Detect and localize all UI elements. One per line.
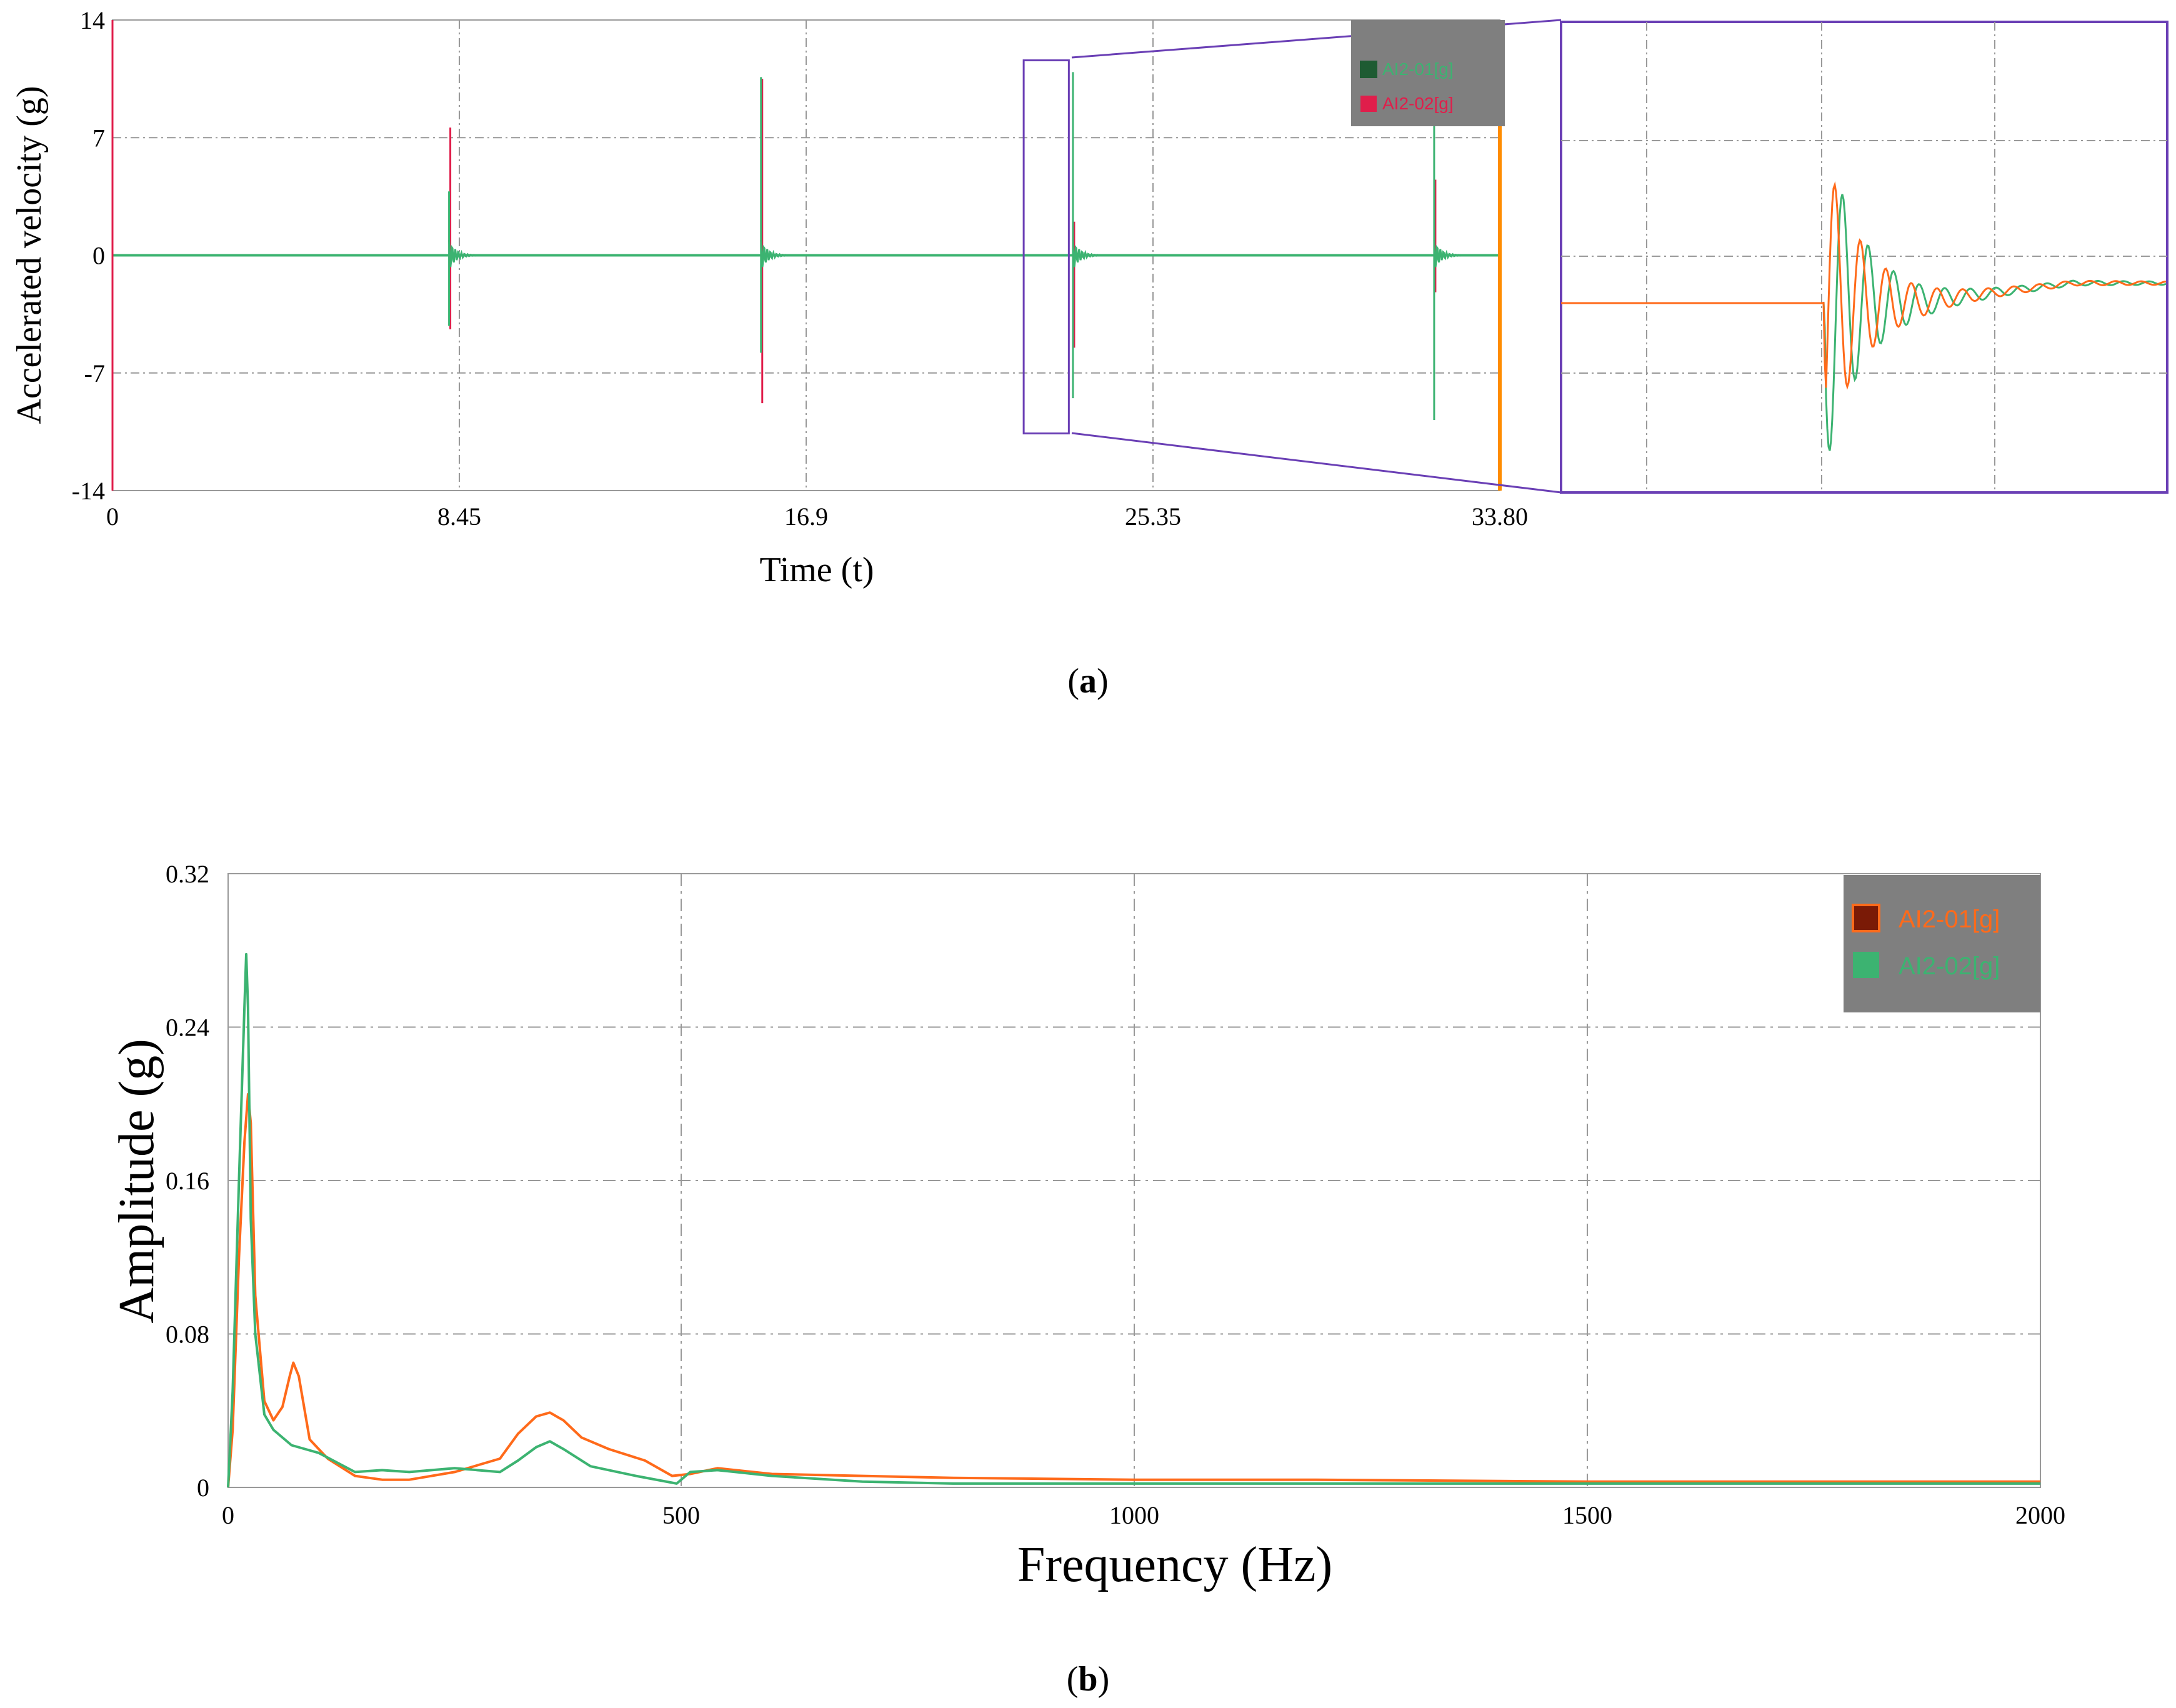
zoom-inset-grid [1561, 22, 2167, 492]
chart-a-ylabel: Accelerated velocity (g) [10, 86, 49, 424]
chart-a-xtick-label: 8.45 [437, 502, 481, 531]
chart-b-grid [228, 874, 2040, 1487]
chart-a-xtick-label: 25.35 [1125, 502, 1181, 531]
chart-b-ytick-label: 0.24 [166, 1014, 209, 1042]
caption-a: (a) [1067, 662, 1108, 701]
caption-b: (b) [1067, 1660, 1109, 1699]
chart-a-xlabel: Time (t) [759, 551, 874, 589]
impact-ringdown [1072, 240, 1101, 267]
zoom-selection-rect [1022, 59, 1070, 435]
chart-b-ticks: 0 0.08 0.16 0.24 0.32 0 500 1000 1500 2000 [166, 860, 2065, 1529]
zoom-inset-wave-green [1561, 194, 2167, 451]
legend-b-swatch-2 [1853, 952, 1879, 978]
chart-b-ytick-label: 0.32 [166, 860, 209, 888]
chart-b-legend: AI2-01[g] AI2-02[g] [1844, 875, 2040, 1012]
chart-b-xlabel: Frequency (Hz) [1017, 1537, 1332, 1592]
chart-b-ylabel: Amplitude (g) [109, 1039, 164, 1323]
legend-b-label-2: AI2-02[g] [1899, 952, 2000, 980]
impact-ringdown [1433, 240, 1462, 267]
series-b-2 [227, 952, 2040, 1488]
legend-a-label-1: AI2-01[g] [1382, 59, 1454, 79]
zoom-connector-bottom [1071, 432, 1562, 494]
chart-a-zoom-box [1022, 59, 1070, 435]
chart-a-legend: AI2-01[g] AI2-02[g] [1351, 20, 1505, 126]
zoom-inset-series [1561, 181, 2167, 451]
chart-a-xtick-label: 0 [106, 502, 119, 531]
impact-ringdown [760, 240, 789, 267]
chart-b-series [227, 952, 2040, 1488]
chart-a-ytick-label: 14 [80, 6, 105, 34]
chart-a-xtick-label: 33.80 [1472, 502, 1528, 531]
series-b-1 [227, 1092, 2040, 1488]
chart-b-legend-bg [1844, 875, 2040, 1012]
legend-a-label-2: AI2-02[g] [1382, 94, 1454, 113]
chart-b-xtick-label: 1000 [1109, 1501, 1159, 1529]
chart-b-ytick-label: 0 [197, 1474, 209, 1502]
caption-a-letter: a [1079, 662, 1097, 701]
chart-b-ytick-label: 0.16 [166, 1167, 209, 1195]
legend-b-swatch-1 [1852, 904, 1880, 932]
impact-ringdown [448, 240, 477, 267]
caption-b-letter: b [1078, 1660, 1097, 1699]
legend-a-swatch-1 [1360, 61, 1377, 78]
chart-a-ytick-label: 0 [92, 242, 105, 270]
chart-b-xtick-label: 1500 [1562, 1501, 1612, 1529]
chart-b-ytick-label: 0.08 [166, 1321, 209, 1349]
zoom-inset-frame [1560, 21, 2169, 494]
legend-b-label-1: AI2-01[g] [1899, 906, 2000, 933]
chart-b-xtick-label: 0 [222, 1501, 234, 1529]
chart-b-xtick-label: 500 [662, 1501, 700, 1529]
chart-a-xtick-label: 16.9 [784, 502, 828, 531]
chart-a-ytick-label: -14 [72, 477, 105, 505]
chart-b-xtick-label: 2000 [2015, 1501, 2065, 1529]
chart-b: 0 0.08 0.16 0.24 0.32 0 500 1000 1500 2000 Freque… [109, 860, 2065, 1699]
chart-a-ytick-label: 7 [92, 124, 105, 152]
zoom-inset-wave-orange [1561, 181, 2167, 390]
legend-a-swatch-2 [1360, 96, 1377, 112]
chart-a-ytick-label: -7 [84, 359, 105, 387]
zoom-inset [1560, 21, 2169, 494]
